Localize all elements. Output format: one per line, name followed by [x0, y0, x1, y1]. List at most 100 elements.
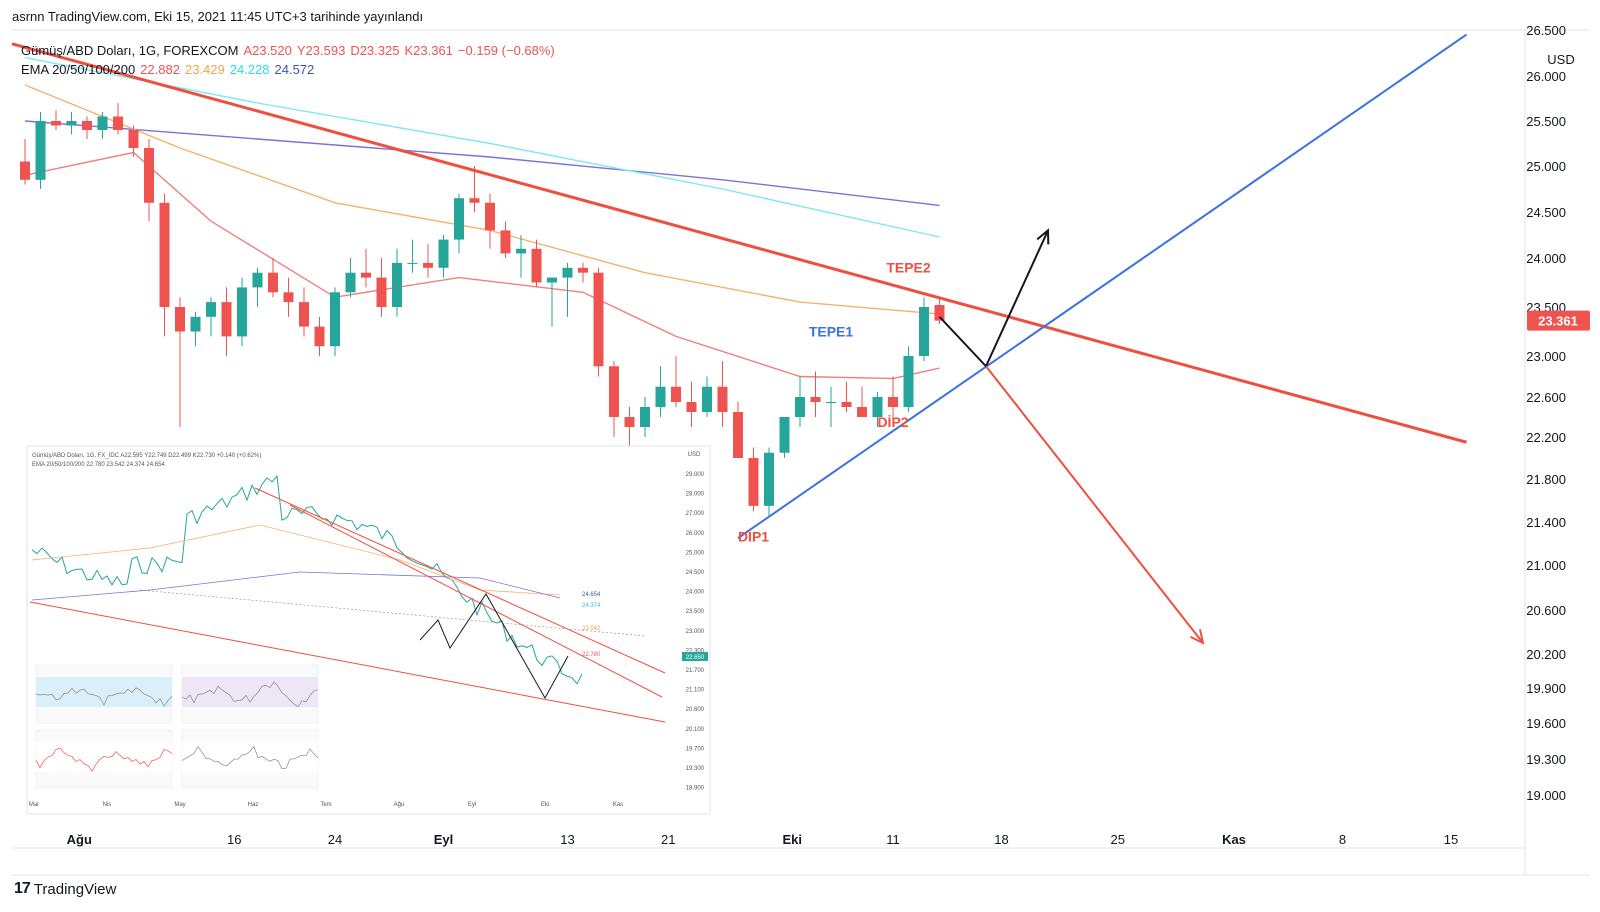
inset-price-tick: 20.600 [686, 707, 705, 713]
candle-body [826, 402, 836, 403]
resistance-trendline[interactable] [11, 42, 1467, 444]
time-tick-label: 8 [1339, 832, 1346, 847]
price-tick-label: 20.600 [1526, 603, 1566, 618]
inset-chart: Gümüş/ABD Doları, 1G, FX_IDC A22.595 Y22… [26, 445, 711, 815]
inset-ema-value: 23.542 [582, 626, 601, 632]
candle-body [392, 262, 402, 307]
candle-body [500, 230, 511, 254]
candle-body [361, 272, 371, 278]
bullish-arrow-head [1036, 228, 1050, 245]
candle-body [717, 386, 728, 412]
inset-time-tick: Eki [541, 802, 549, 808]
inset-currency: USD [688, 452, 701, 458]
price-tick-label: 21.400 [1526, 515, 1566, 530]
inset-indicator-band [36, 677, 172, 707]
annotations: TEPE1 TEPE2 DİP1 DİP2 [738, 260, 931, 545]
inset-time-tick: Eyl [468, 802, 476, 808]
inset-ema50 [31, 524, 561, 596]
price-tick-label: 19.900 [1526, 681, 1566, 696]
annotation-tepe2: TEPE2 [886, 260, 931, 276]
ema200-line [24, 120, 940, 207]
bearish-path[interactable] [985, 365, 1204, 644]
candle-body [609, 366, 619, 417]
inset-price-tick: 23.000 [686, 629, 705, 635]
inset-lower-channel [29, 601, 666, 723]
candle-body [283, 292, 294, 303]
inset-time-tick: Mar [29, 802, 39, 808]
low-value: D23.325 [350, 43, 400, 58]
candle-body [190, 316, 201, 332]
candle-body [159, 202, 170, 307]
candle-body [252, 272, 263, 288]
ema20-value: 22.882 [140, 62, 180, 77]
ema50-value: 23.429 [184, 62, 225, 77]
candle-body [407, 262, 418, 264]
price-tick-label: 26.000 [1526, 69, 1566, 84]
candle-body [345, 272, 356, 293]
symbol-name[interactable]: Gümüş/ABD Doları, 1G, FOREXCOM [21, 43, 239, 58]
inset-price-tick: 18.900 [686, 786, 705, 792]
time-tick-label: 24 [328, 832, 342, 847]
price-tick-label: 24.000 [1526, 251, 1566, 266]
inset-price-value: 22.650 [686, 655, 705, 661]
ema-legend-row[interactable]: EMA 20/50/100/200 22.882 23.429 24.228 24.57… [21, 60, 560, 79]
candle-body [562, 267, 573, 278]
inset-price-tick: 19.700 [686, 746, 705, 752]
candle-body [857, 407, 867, 417]
time-tick-label: 21 [661, 832, 675, 847]
candle-body [237, 287, 247, 337]
candle-body [888, 397, 898, 407]
inset-price-series [31, 474, 583, 685]
open-value: A23.520 [243, 43, 292, 58]
time-tick-label: 18 [994, 832, 1008, 847]
candle-body [438, 239, 449, 268]
candle-body [113, 116, 123, 130]
currency-label: USD [1547, 52, 1574, 67]
inset-price-tick: 24.000 [686, 590, 705, 596]
annotation-di̇p2: DİP2 [877, 414, 908, 430]
candle-body [748, 458, 759, 506]
candle-body [97, 116, 108, 130]
candle-body [128, 130, 139, 148]
time-tick-label: Eki [782, 832, 802, 847]
ema100-value: 24.228 [229, 62, 270, 77]
candle-body [764, 452, 774, 506]
candle-body [221, 302, 232, 337]
candle-body [686, 402, 697, 412]
inset-price-tick: 29.000 [686, 472, 705, 478]
candle-body [531, 248, 542, 283]
bullish-path[interactable] [938, 229, 1049, 369]
price-tick-label: 23.000 [1526, 349, 1566, 364]
inset-time-tick: Nis [103, 802, 112, 808]
price-axis[interactable]: USD 26.500 26.000 25.500 25.000 24.500 24.000… [1526, 23, 1574, 803]
inset-price-tick: 19.300 [686, 766, 705, 772]
ema20-line [24, 151, 940, 380]
tradingview-logo[interactable]: 17 TradingView [14, 880, 116, 898]
candle-body [66, 121, 77, 126]
tradingview-logo-icon: 17 [14, 880, 31, 897]
price-tick-label: 25.500 [1526, 114, 1566, 129]
time-tick-label: Ağu [67, 832, 92, 847]
inset-ema-legend: EMA 20/50/100/200 22.780 23.542 24.374 2… [32, 462, 165, 468]
candle-body [841, 402, 852, 407]
candle-body [810, 397, 821, 402]
inset-price-tick: 22.300 [686, 648, 705, 654]
support-trendline[interactable] [737, 33, 1468, 539]
chart-legend: Gümüş/ABD Doları, 1G, FOREXCOM A23.520 Y23… [21, 41, 560, 79]
last-price-badge: 23.361 [1527, 310, 1590, 331]
candle-body [268, 272, 278, 293]
price-tick-label: 24.500 [1526, 205, 1566, 220]
candle-body [314, 326, 325, 347]
candles [20, 103, 945, 517]
inset-time-tick: Tem [320, 802, 331, 808]
price-tick-label: 21.800 [1526, 472, 1566, 487]
candle-body [144, 148, 154, 203]
candle-body [299, 302, 309, 327]
time-axis[interactable]: Ağu 16 24 Eyl 13 21 Eki 11 18 25 Kas 8 15 [67, 832, 1459, 847]
candle-body [903, 356, 914, 407]
price-badge-bg [1527, 310, 1590, 331]
candle-body [485, 202, 495, 231]
candle-body [82, 121, 92, 130]
time-tick-label: 25 [1111, 832, 1125, 847]
